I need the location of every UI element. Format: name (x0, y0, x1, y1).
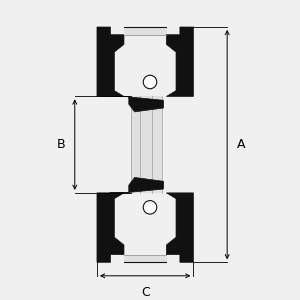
Circle shape (143, 75, 157, 89)
Polygon shape (131, 96, 162, 193)
Polygon shape (110, 96, 164, 112)
Text: A: A (237, 138, 245, 151)
Polygon shape (167, 27, 194, 96)
Polygon shape (124, 27, 166, 35)
Polygon shape (124, 255, 166, 262)
Polygon shape (167, 193, 194, 262)
Text: B: B (57, 138, 66, 151)
Polygon shape (97, 193, 124, 262)
Polygon shape (97, 27, 124, 96)
Circle shape (143, 201, 157, 214)
Polygon shape (110, 177, 164, 193)
Text: C: C (141, 286, 150, 299)
